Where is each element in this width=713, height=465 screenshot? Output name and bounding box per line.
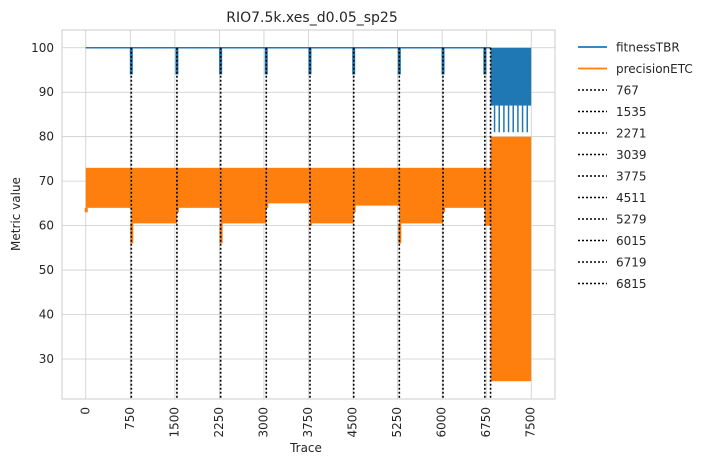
x-tick-label: 3750 <box>301 407 315 438</box>
precision-band <box>353 167 400 206</box>
y-axis-label: Metric value <box>9 177 23 251</box>
y-tick-label: 70 <box>39 174 54 188</box>
legend-label: 1535 <box>616 105 647 119</box>
precision-spike <box>442 207 446 213</box>
y-tick-label: 50 <box>39 263 54 277</box>
precision-band <box>85 167 132 208</box>
precision-spike <box>84 207 88 213</box>
precision-spike <box>175 207 179 213</box>
legend-label: 6015 <box>616 234 647 248</box>
legend-label: 3039 <box>616 148 647 162</box>
y-tick-label: 80 <box>39 130 54 144</box>
legend-label: 4511 <box>616 191 647 205</box>
drift-lines <box>130 47 492 399</box>
x-tick-label: 5250 <box>390 407 404 438</box>
legend-label: precisionETC <box>616 62 693 76</box>
legend-label: 6719 <box>616 256 647 270</box>
legend-label: 5279 <box>616 213 647 227</box>
y-tick-label: 90 <box>39 85 54 99</box>
legend-label: 2271 <box>616 127 647 141</box>
x-tick-label: 6750 <box>479 407 493 438</box>
precision-band <box>443 167 485 208</box>
legend-label: 767 <box>616 84 639 98</box>
precision-band <box>399 167 444 224</box>
legend-label: 6815 <box>616 277 647 291</box>
fitness-variance-band <box>490 47 532 106</box>
legend-label: 3775 <box>616 170 647 184</box>
x-tick-label: 750 <box>123 407 137 430</box>
y-tick-label: 60 <box>39 219 54 233</box>
x-tick-label: 3000 <box>256 407 270 438</box>
x-tick-label: 7500 <box>524 407 538 438</box>
precision-band <box>484 167 491 226</box>
legend-label: fitnessTBR <box>616 41 680 55</box>
x-tick-label: 4500 <box>346 407 360 438</box>
y-axis: 30 40 50 60 70 80 90 100 <box>31 41 54 366</box>
precision-band <box>131 167 177 224</box>
x-axis-label: Trace <box>289 441 322 455</box>
y-tick-label: 100 <box>31 41 54 55</box>
x-axis: 0 750 1500 2250 3000 3750 4500 5250 6000 6750 7500 <box>78 407 537 438</box>
x-tick-label: 0 <box>78 407 92 415</box>
x-tick-label: 6000 <box>435 407 449 438</box>
precision-band <box>309 167 354 224</box>
x-tick-label: 1500 <box>167 407 181 438</box>
legend: fitnessTBR precisionETC 767 1535 2271 3039 377… <box>578 41 693 291</box>
chart-title: RIO7.5k.xes_d0.05_sp25 <box>226 10 398 26</box>
y-tick-label: 40 <box>39 308 54 322</box>
precision-band <box>266 167 310 204</box>
y-tick-label: 30 <box>39 352 54 366</box>
series-precisionETC <box>84 136 532 382</box>
precision-band <box>176 167 221 208</box>
x-tick-label: 2250 <box>212 407 226 438</box>
precision-band <box>220 167 267 224</box>
precision-band <box>490 136 532 382</box>
